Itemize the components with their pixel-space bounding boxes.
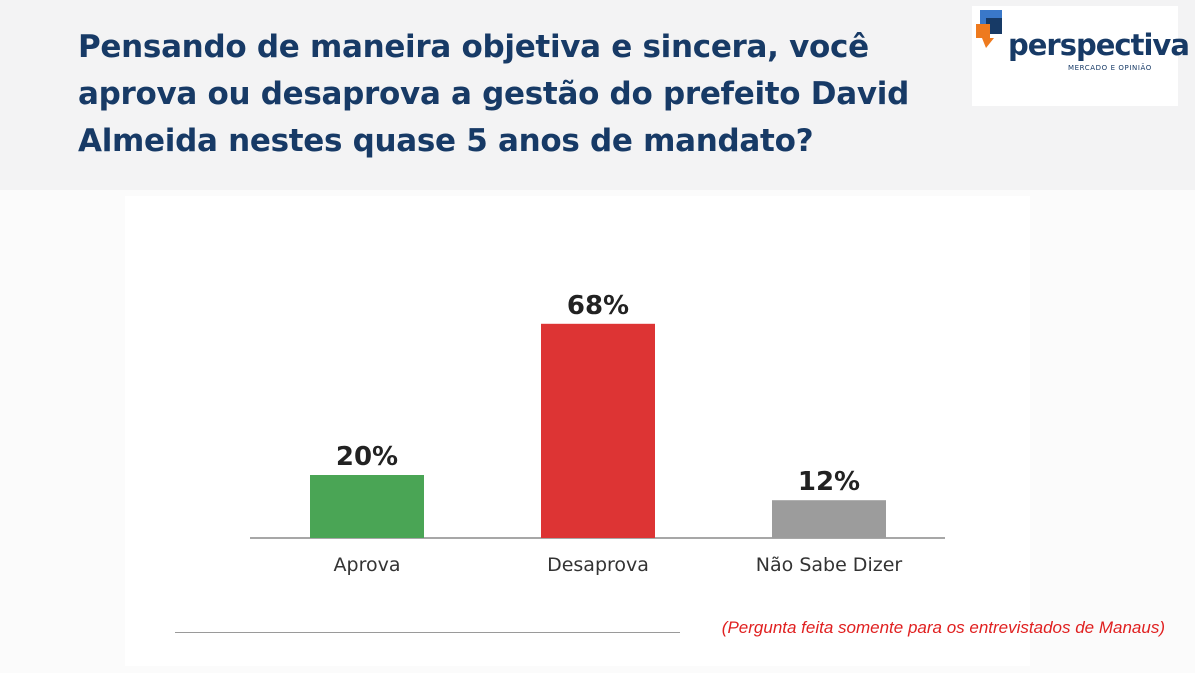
category-label-2: Desaprova [547, 554, 649, 576]
footnote: (Pergunta feita somente para os entrevis… [721, 618, 1165, 637]
data-label-2: 68% [567, 291, 629, 321]
category-label-1: Aprova [334, 554, 401, 576]
logo-mark-icon [976, 10, 1002, 48]
chart-title: Pensando de maneira objetiva e sincera, … [78, 29, 909, 159]
chart-panel: 20% Aprova 68% Desaprova 12% Não Sabe Dizer [125, 196, 1030, 666]
category-label-3: Não Sabe Dizer [756, 554, 903, 576]
perspectiva-logo: perspectiva MERCADO E OPINIÃO [972, 6, 1190, 106]
bar-3 [772, 500, 886, 538]
footnote-rule [175, 632, 680, 633]
bar-1 [310, 475, 424, 538]
logo-tagline: MERCADO E OPINIÃO [1068, 64, 1152, 72]
data-label-1: 20% [336, 442, 398, 472]
bar-chart: 20% Aprova 68% Desaprova 12% Não Sabe Dizer [250, 291, 945, 576]
bar-2 [541, 323, 655, 538]
data-label-3: 12% [798, 467, 860, 497]
logo-wordmark: perspectiva [1008, 28, 1190, 62]
